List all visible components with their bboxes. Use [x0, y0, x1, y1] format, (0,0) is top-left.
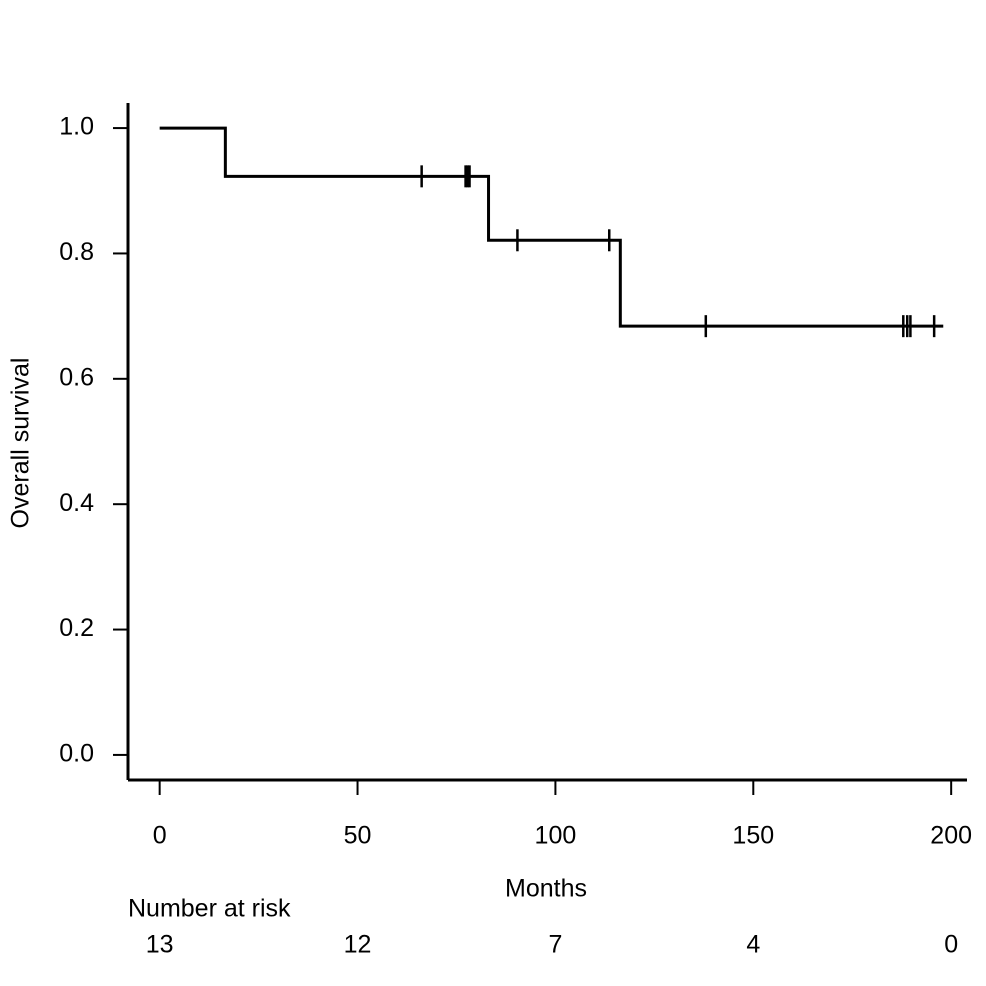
risk-count: 12 [344, 931, 372, 959]
y-tick-label: 0.2 [59, 614, 94, 642]
x-tick-label: 0 [153, 822, 167, 850]
y-axis-label: Overall survival [7, 358, 35, 529]
y-tick-label: 0.6 [59, 363, 94, 391]
y-tick-label: 0.4 [59, 489, 94, 517]
risk-count: 4 [746, 931, 760, 959]
x-tick-label: 200 [930, 822, 972, 850]
x-tick-label: 150 [732, 822, 774, 850]
risk-count: 13 [146, 931, 174, 959]
risk-count: 7 [548, 931, 562, 959]
x-axis-label: Months [505, 875, 587, 903]
y-tick-label: 0.8 [59, 238, 94, 266]
risk-table-title: Number at risk [128, 895, 291, 923]
y-tick-label: 0.0 [59, 740, 94, 768]
x-tick-label: 100 [535, 822, 577, 850]
x-tick-label: 50 [344, 822, 372, 850]
risk-count: 0 [944, 931, 958, 959]
y-tick-label: 1.0 [59, 113, 94, 141]
survival-curve [159, 126, 944, 328]
